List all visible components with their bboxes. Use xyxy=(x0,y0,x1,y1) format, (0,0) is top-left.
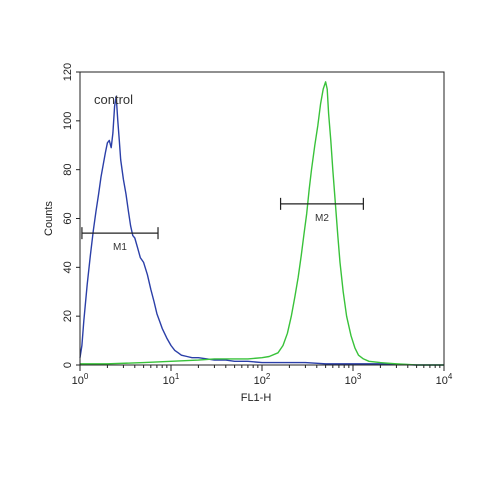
gate-label-m1: M1 xyxy=(113,242,127,253)
y-tick-label: 0 xyxy=(62,362,74,368)
x-tick-label: 101 xyxy=(163,372,180,387)
y-tick-label: 80 xyxy=(62,164,74,176)
x-tick-label: 104 xyxy=(436,372,453,387)
annotation-control: control xyxy=(94,92,133,107)
series-line-2 xyxy=(80,81,444,366)
lines-layer xyxy=(79,81,444,366)
x-axis: 100 101 102 103 104 xyxy=(72,365,453,387)
x-tick-label: 102 xyxy=(254,372,271,387)
y-tick-label: 100 xyxy=(62,112,74,130)
y-axis-title: Counts xyxy=(43,201,55,236)
markers-layer: M1 M2 xyxy=(81,197,364,253)
gate-label-m2: M2 xyxy=(315,213,329,224)
series-line-1 xyxy=(79,95,444,366)
y-axis: 0 20 40 60 80 100 120 xyxy=(62,63,80,368)
x-tick-label: 103 xyxy=(345,372,362,387)
y-tick-label: 60 xyxy=(62,212,74,224)
y-tick-label: 20 xyxy=(62,310,74,322)
x-axis-title: FL1-H xyxy=(241,392,272,404)
y-tick-label: 120 xyxy=(62,63,74,81)
x-tick-label: 100 xyxy=(72,372,89,387)
y-tick-label: 40 xyxy=(62,261,74,273)
plot-frame xyxy=(79,71,445,366)
